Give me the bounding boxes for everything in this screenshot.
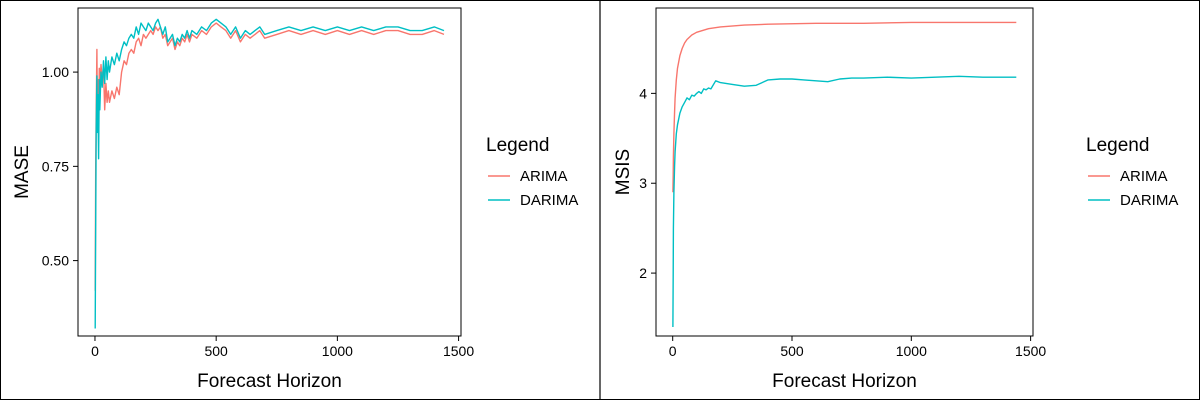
x-axis-title: Forecast Horizon — [772, 371, 917, 392]
plot-area-mase — [77, 7, 462, 337]
legend-mase: Legend ARIMA DARIMA — [486, 135, 578, 209]
x-tick-label: 500 — [204, 343, 228, 359]
y-tick-label: 2 — [639, 265, 647, 281]
series-line-darima — [94, 18, 445, 329]
chart-panel-mase: 0 500 1000 1500 0.50 0.75 1.00 Forecast Horizon… — [12, 7, 578, 392]
legend-label-arima: ARIMA — [520, 168, 568, 185]
legend-label-arima: ARIMA — [1120, 168, 1168, 185]
x-axis-title: Forecast Horizon — [197, 371, 342, 392]
x-tick-label: 1000 — [322, 343, 353, 359]
y-tick-label: 4 — [639, 85, 647, 101]
x-tick-label: 0 — [669, 343, 677, 359]
x-tick-label: 500 — [780, 343, 804, 359]
y-tick-label: 0.50 — [42, 253, 69, 269]
x-tick-label: 1500 — [1015, 343, 1046, 359]
chart-panel-msis: 0 500 1000 1500 2 3 4 Forecast Horizon MSIS Legen… — [613, 7, 1178, 392]
legend-label-darima: DARIMA — [1120, 192, 1178, 209]
x-tick-label: 0 — [91, 343, 99, 359]
legend-title: Legend — [486, 135, 549, 156]
y-tick-label: 3 — [639, 175, 647, 191]
series-line-arima — [672, 21, 1017, 193]
y-tick-label: 1.00 — [42, 64, 69, 80]
series-line-darima — [672, 75, 1017, 328]
legend-msis: Legend ARIMA DARIMA — [1086, 135, 1178, 209]
y-tick-label: 0.75 — [42, 158, 69, 174]
x-tick-label: 1000 — [896, 343, 927, 359]
y-axis-title: MASE — [12, 145, 33, 199]
legend-title: Legend — [1086, 135, 1149, 156]
x-tick-label: 1500 — [443, 343, 474, 359]
series-line-arima — [94, 22, 445, 291]
y-axis-title: MSIS — [613, 149, 634, 195]
plot-area-msis — [655, 7, 1034, 337]
legend-label-darima: DARIMA — [520, 192, 578, 209]
